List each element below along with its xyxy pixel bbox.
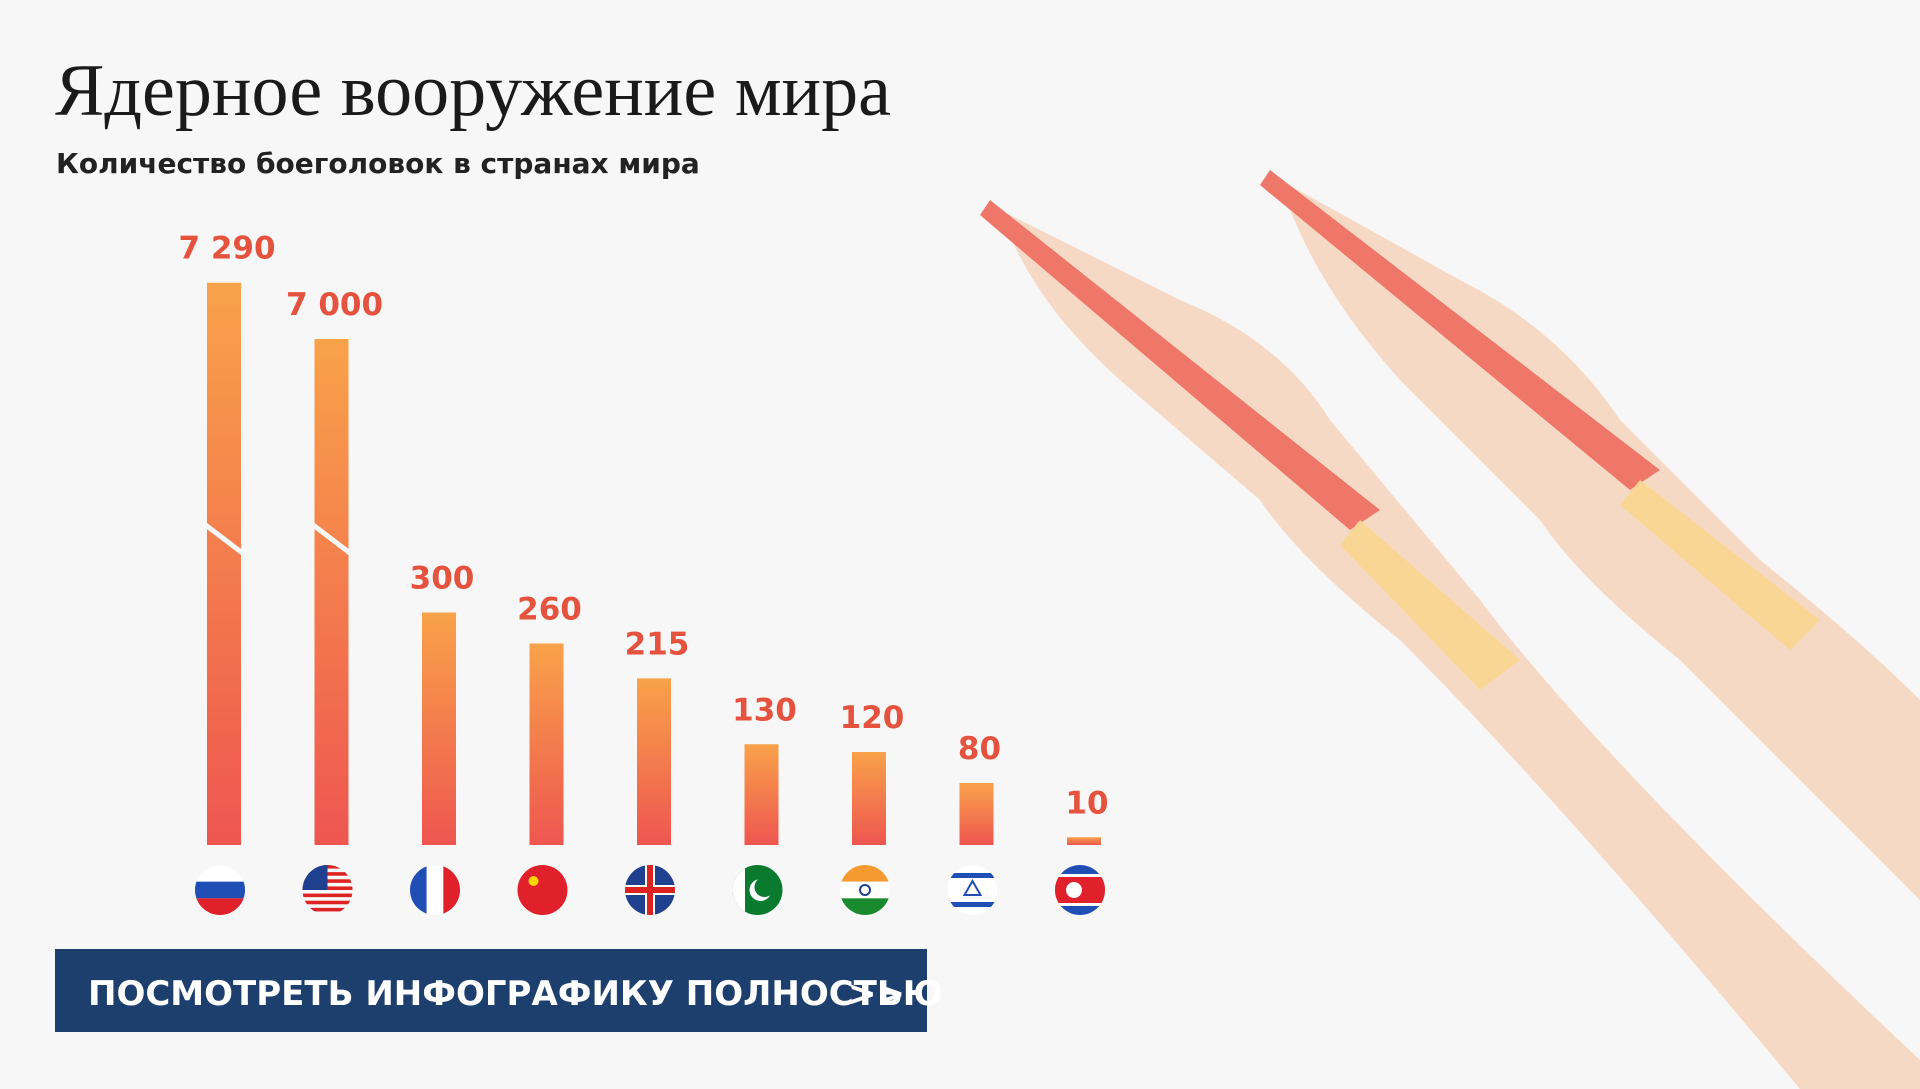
axis-break: [201, 521, 247, 557]
flag-part: [517, 865, 568, 915]
flag-part: [195, 865, 245, 882]
bar: [959, 783, 994, 845]
flag-part: [302, 900, 353, 905]
flag-part: [528, 876, 539, 886]
flag-part: [947, 865, 998, 915]
button-arrow[interactable]: >>: [848, 974, 905, 1014]
bar: [1067, 837, 1101, 845]
flag-body: [625, 865, 675, 915]
flag-body: [732, 865, 783, 915]
bar: [852, 752, 886, 845]
flag: [195, 865, 245, 915]
flag-part: [947, 902, 998, 907]
axis-break: [308, 521, 355, 557]
flag-part: [840, 898, 890, 915]
flag-part: [1066, 882, 1082, 898]
value-label: 215: [625, 626, 690, 662]
flag-body: [410, 865, 460, 915]
flag: [947, 865, 998, 915]
flag-body: [840, 865, 890, 915]
bar: [314, 339, 349, 845]
title: Ядерное вооружение мира: [55, 50, 891, 132]
value-label: 260: [517, 592, 582, 628]
flag: [625, 865, 675, 915]
button-label[interactable]: ПОСМОТРЕТЬ ИНФОГРАФИКУ ПОЛНОСТЬЮ: [88, 974, 943, 1014]
value-label: 120: [840, 700, 905, 736]
flag-body: [947, 865, 998, 915]
bar: [207, 282, 241, 845]
flag-part: [302, 893, 353, 898]
flag-part: [443, 865, 460, 915]
flags: [195, 865, 1105, 915]
flag: [302, 865, 353, 912]
value-label: 300: [410, 561, 475, 597]
flag: [732, 865, 783, 915]
flag-body: [195, 865, 245, 915]
flag-part: [410, 865, 427, 915]
bar: [529, 643, 564, 845]
flag-part: [840, 881, 890, 899]
rockets-decoration: [980, 170, 1920, 1089]
flag-part: [754, 877, 775, 897]
value-label: 130: [732, 692, 797, 728]
flag-part: [195, 898, 245, 915]
bar: [637, 678, 671, 845]
flag: [840, 865, 890, 915]
flag: [410, 865, 460, 915]
flag-part: [302, 907, 353, 912]
flag: [517, 865, 568, 915]
flag-body: [517, 865, 568, 915]
value-label: 80: [958, 731, 1001, 767]
flag-part: [625, 887, 675, 893]
value-label: 7 290: [178, 231, 275, 267]
flag-body: [302, 865, 353, 912]
flag-body: [1055, 865, 1105, 915]
bar: [422, 612, 456, 845]
subtitle: Количество боеголовок в странах мира: [56, 147, 700, 180]
bar: [744, 744, 779, 845]
value-label: 7 000: [286, 287, 383, 323]
flag-part: [426, 865, 444, 915]
flag-part: [962, 878, 983, 896]
button-background[interactable]: [55, 949, 927, 1032]
flag-part: [859, 884, 871, 896]
flag-part: [302, 865, 328, 890]
flag: [1055, 865, 1105, 915]
button[interactable]: ПОСМОТРЕТЬ ИНФОГРАФИКУ ПОЛНОСТЬЮ >>: [55, 949, 943, 1032]
flag-part: [732, 865, 745, 915]
value-label: 10: [1065, 785, 1108, 821]
flag-part: [840, 865, 890, 882]
flag-part: [195, 881, 245, 899]
flag-part: [947, 873, 998, 878]
